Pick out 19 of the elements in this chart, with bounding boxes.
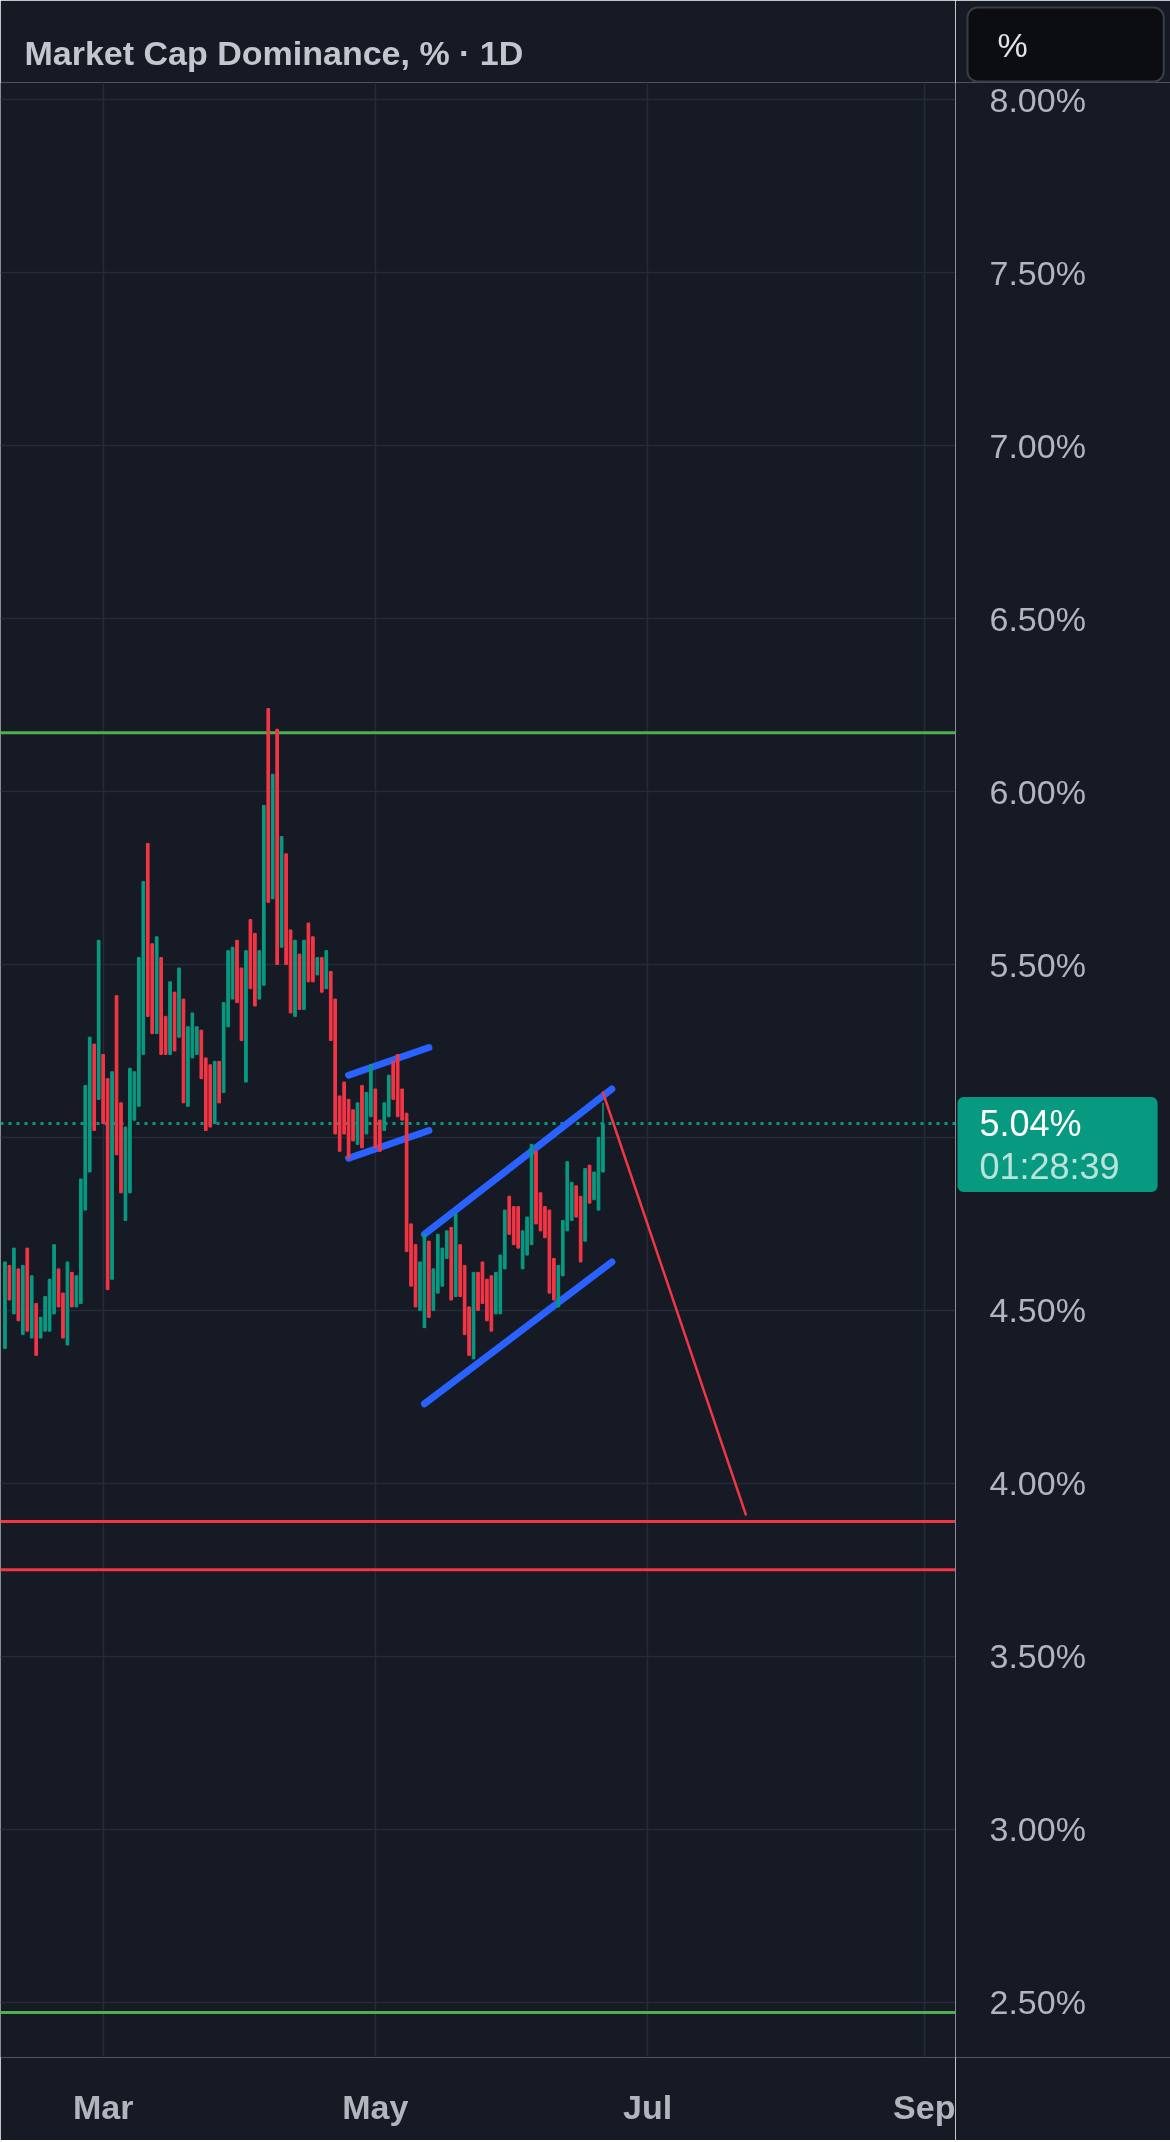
x-tick-label: Sep	[893, 2087, 956, 2126]
y-tick-label: 3.50%	[989, 1637, 1086, 1676]
x-tick-label: Jul	[623, 2087, 673, 2126]
y-tick-label: 2.50%	[989, 1983, 1086, 2022]
text: %	[997, 25, 1028, 64]
y-tick-label: 7.50%	[989, 253, 1086, 292]
y-tick-label: 7.00%	[989, 426, 1086, 465]
chart-title: Market Cap Dominance, % · 1D	[24, 33, 524, 72]
x-tick-label: Mar	[72, 2087, 134, 2126]
y-tick-label: 6.00%	[989, 772, 1086, 811]
y-tick-label: 6.50%	[989, 599, 1086, 638]
y-tick-label: 5.50%	[989, 945, 1086, 984]
ref-line-label: 5.04%	[979, 1103, 1082, 1145]
y-tick-label: 3.00%	[989, 1810, 1086, 1849]
y-tick-label: 4.50%	[989, 1291, 1086, 1330]
text: 01:28:39	[979, 1146, 1120, 1188]
y-tick-label: 4.00%	[989, 1464, 1086, 1503]
y-tick-label: 8.00%	[989, 80, 1086, 119]
x-tick-label: May	[342, 2087, 409, 2126]
